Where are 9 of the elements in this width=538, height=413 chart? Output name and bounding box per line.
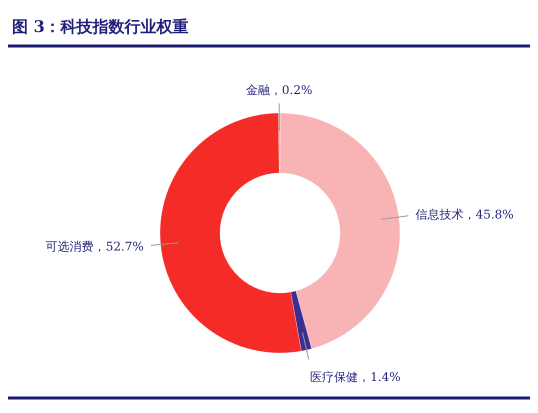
slice-label: 金融: [246, 82, 270, 97]
slice-label: 医疗保健: [310, 370, 358, 384]
data-label: ，52.7%: [94, 239, 144, 254]
slice-label: 信息技术: [416, 207, 464, 222]
slice-label: 可选消费: [46, 239, 94, 254]
chart-title: 图 3：科技指数行业权重: [12, 17, 189, 36]
data-label: ，1.4%: [358, 370, 401, 384]
data-label: ，0.2%: [270, 82, 312, 97]
data-label: ，45.8%: [464, 207, 514, 222]
